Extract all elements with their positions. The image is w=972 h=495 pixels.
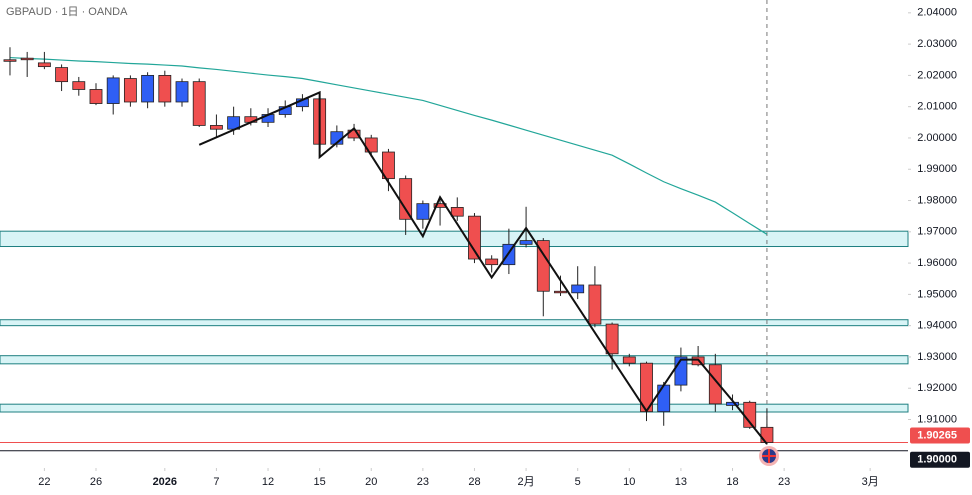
y-tick-label: 1.99000 <box>917 163 957 175</box>
candle-body <box>192 81 206 126</box>
y-tick-label: 1.96000 <box>917 257 957 269</box>
candle-body <box>536 240 550 292</box>
candle-body <box>468 215 481 260</box>
price-label: 1.90000 <box>917 454 957 466</box>
x-tick-label: 15 <box>314 476 326 488</box>
y-tick-label: 2.01000 <box>917 101 957 113</box>
candle-body <box>123 78 137 103</box>
x-tick-label: 23 <box>417 476 429 488</box>
y-tick-label: 1.97000 <box>917 226 957 238</box>
candle <box>158 70 172 107</box>
candle-body <box>3 59 17 62</box>
candle-body <box>89 89 103 104</box>
candle <box>106 75 120 115</box>
candle <box>416 200 430 229</box>
y-tick-label: 1.95000 <box>917 288 957 300</box>
moving-average <box>9 56 768 235</box>
candle <box>37 51 51 70</box>
x-tick-label: 3月 <box>862 476 879 488</box>
x-tick-label: 5 <box>575 476 581 488</box>
zone <box>0 403 909 413</box>
candle-body <box>20 57 34 61</box>
candle <box>141 72 155 109</box>
trendline <box>198 90 768 445</box>
candle-body <box>450 207 464 217</box>
x-tick-label: 7 <box>213 476 219 488</box>
candle <box>209 114 223 138</box>
x-tick-label: 20 <box>365 476 377 488</box>
price-label-box <box>910 451 970 468</box>
candle-body <box>141 74 155 103</box>
y-tick-label: 2.04000 <box>917 7 957 19</box>
candle <box>175 78 189 107</box>
zone <box>0 230 909 248</box>
candle <box>89 83 103 106</box>
x-tick-label: 22 <box>38 476 50 488</box>
candle <box>55 64 69 92</box>
y-tick-label: 1.94000 <box>917 320 957 332</box>
candle <box>708 353 722 412</box>
x-tick-label: 10 <box>623 476 635 488</box>
zone <box>0 319 909 327</box>
x-tick-label: 23 <box>778 476 790 488</box>
candle <box>3 47 17 76</box>
candle-body <box>605 323 619 355</box>
price-label-box <box>910 427 970 444</box>
candle-body <box>175 81 189 103</box>
candle <box>571 266 585 300</box>
candle-body <box>106 77 120 104</box>
candle-body <box>55 67 69 83</box>
x-tick-label: 2月 <box>518 476 535 488</box>
candle-body <box>622 356 636 364</box>
candle-body <box>72 81 86 90</box>
y-tick-label: 2.02000 <box>917 69 957 81</box>
flag-icon <box>759 446 779 466</box>
y-tick-label: 1.98000 <box>917 194 957 206</box>
x-tick-label: 2026 <box>153 476 177 488</box>
candle-body <box>209 125 223 130</box>
candle-body <box>37 62 51 68</box>
candle <box>485 255 499 273</box>
candle-body <box>416 203 430 220</box>
candle <box>536 238 550 317</box>
candle-body <box>708 364 722 405</box>
candle <box>192 78 206 128</box>
candle <box>588 266 602 328</box>
zone <box>0 355 909 365</box>
y-tick-label: 1.92000 <box>917 382 957 394</box>
candle-body <box>571 284 585 294</box>
x-tick-label: 28 <box>468 476 480 488</box>
x-tick-label: 26 <box>90 476 102 488</box>
candle-body <box>519 240 533 245</box>
x-tick-label: 18 <box>726 476 738 488</box>
candle-body <box>657 384 671 413</box>
candle <box>123 75 137 107</box>
candle-body <box>485 258 499 266</box>
candle-body <box>588 284 602 325</box>
y-tick-label: 1.91000 <box>917 413 957 425</box>
candle <box>622 353 636 367</box>
price-label: 1.90265 <box>917 429 957 441</box>
y-tick-label: 2.03000 <box>917 38 957 50</box>
flag-cross <box>762 449 776 463</box>
candle-body <box>382 151 395 180</box>
candle <box>743 400 757 429</box>
candle <box>605 322 619 370</box>
candle <box>20 51 34 77</box>
y-tick-label: 1.93000 <box>917 351 957 363</box>
candle-body <box>554 290 567 294</box>
candle <box>72 76 86 96</box>
candle-body <box>399 178 413 220</box>
candle-body <box>158 74 172 103</box>
x-tick-label: 12 <box>262 476 274 488</box>
candle <box>450 197 464 221</box>
x-tick-label: 13 <box>675 476 687 488</box>
candle <box>468 213 481 264</box>
y-tick-label: 2.00000 <box>917 132 957 144</box>
chart-title: GBPAUD · 1日 · OANDA <box>6 6 128 18</box>
